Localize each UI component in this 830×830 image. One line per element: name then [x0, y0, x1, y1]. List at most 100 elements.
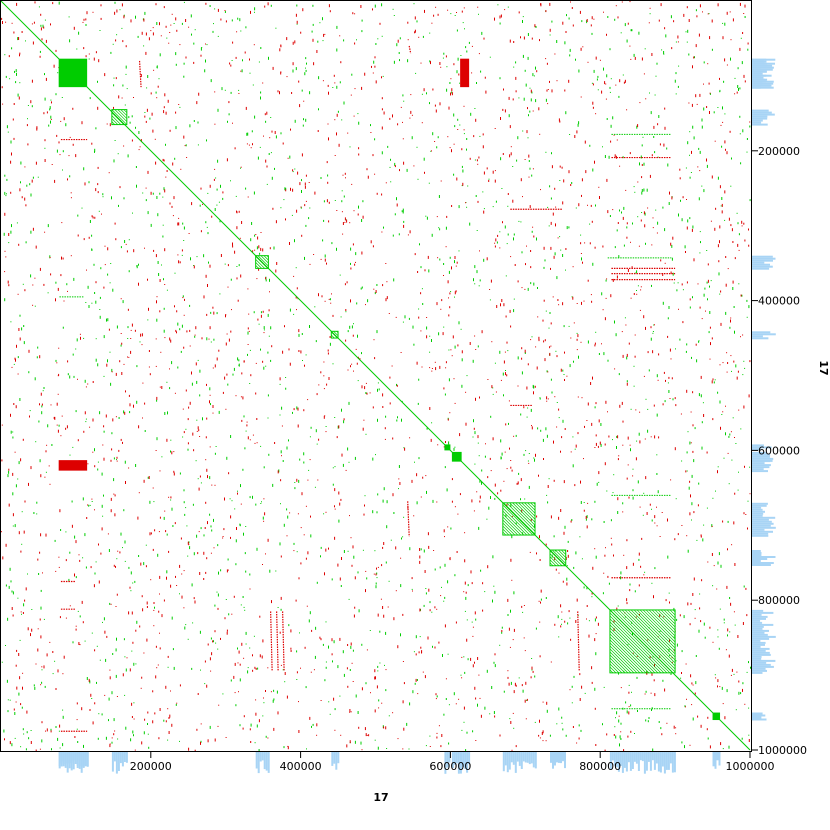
reverse-match-dot	[542, 740, 544, 742]
reverse-match-dot	[34, 277, 36, 279]
forward-match-dot	[356, 302, 358, 305]
forward-match-dot	[730, 185, 732, 187]
forward-match-dot	[694, 609, 696, 611]
reverse-match-dot	[213, 178, 215, 181]
reverse-match-dot	[242, 396, 244, 400]
forward-match-dot	[393, 278, 395, 282]
forward-match-dot	[163, 516, 165, 520]
reverse-match-dot	[262, 639, 264, 643]
reverse-match-dot	[11, 366, 13, 368]
reverse-match-dot	[193, 597, 195, 600]
forward-match-dot	[203, 254, 205, 258]
reverse-match-dot	[734, 257, 736, 260]
reverse-match-dot	[44, 231, 46, 233]
forward-match-dot	[183, 501, 185, 504]
forward-match-dot	[207, 232, 209, 235]
reverse-match-dot	[502, 108, 504, 111]
reverse-match-dot	[230, 330, 232, 333]
reverse-match-dot	[477, 163, 479, 165]
reverse-match-dot	[75, 154, 77, 158]
reverse-match-dot	[81, 600, 83, 604]
coverage-bar	[752, 629, 769, 632]
forward-match-dot	[280, 608, 282, 611]
reverse-match-dot	[379, 22, 381, 25]
reverse-match-dot	[209, 400, 210, 404]
reverse-match-dot	[424, 675, 426, 679]
forward-match-dot	[69, 175, 71, 178]
reverse-match-dot	[572, 726, 574, 728]
reverse-match-dot	[366, 649, 368, 651]
reverse-match-dot	[568, 610, 570, 613]
reverse-match-dot	[580, 242, 582, 245]
reverse-match-dot	[433, 14, 435, 17]
reverse-match-dot	[576, 338, 578, 341]
reverse-match-dot	[381, 97, 383, 100]
forward-match-dot	[561, 623, 562, 625]
forward-match-dot	[735, 709, 737, 711]
x-tick-label: 200000	[130, 760, 172, 773]
reverse-match-dot	[500, 117, 501, 120]
reverse-match-dot	[40, 13, 42, 16]
forward-match-dot	[645, 398, 647, 400]
reverse-match-dot	[572, 296, 574, 300]
forward-match-dot	[8, 585, 10, 589]
reverse-match-dot	[613, 554, 614, 557]
reverse-match-dot	[485, 90, 487, 94]
reverse-match-dot	[402, 138, 404, 140]
reverse-match-dot	[16, 686, 18, 690]
forward-match-dot	[567, 622, 569, 625]
reverse-match-dot	[711, 175, 713, 179]
forward-match-dot	[478, 526, 480, 530]
forward-match-dot	[698, 629, 700, 633]
reverse-match-dot	[433, 550, 435, 551]
reverse-match-dot	[131, 716, 133, 718]
forward-match-dot	[414, 461, 415, 463]
forward-match-dot	[682, 289, 684, 291]
reverse-match-dot	[570, 337, 572, 339]
forward-match-dot	[443, 263, 445, 265]
forward-match-dot	[603, 352, 605, 356]
coverage-bar	[752, 60, 765, 63]
reverse-match-dot	[350, 365, 351, 368]
reverse-match-dot	[376, 192, 378, 195]
forward-match-dot	[322, 17, 323, 21]
reverse-match-dot	[355, 261, 356, 263]
forward-match-dot	[242, 596, 244, 598]
reverse-match-dot	[444, 536, 445, 538]
forward-match-dot	[245, 570, 247, 573]
reverse-match-dot	[490, 470, 492, 472]
forward-match-dot	[144, 112, 146, 113]
reverse-match-dot	[387, 606, 389, 608]
reverse-match-dot	[542, 319, 544, 322]
reverse-match-dot	[397, 39, 399, 43]
x-tick-label: 800000	[579, 760, 621, 773]
forward-match-dot	[125, 726, 127, 730]
coverage-bar	[125, 752, 128, 763]
reverse-match-dot	[318, 438, 320, 441]
reverse-match-dot	[266, 165, 268, 168]
reverse-match-dot	[720, 322, 722, 326]
reverse-match-dot	[414, 29, 416, 33]
forward-match-dot	[162, 235, 164, 238]
reverse-match-dot	[730, 319, 731, 323]
forward-match-dot	[749, 199, 751, 202]
reverse-match-dot	[235, 395, 237, 397]
forward-match-dot	[158, 273, 160, 276]
reverse-match-dot	[532, 168, 534, 170]
forward-match-dot	[262, 715, 264, 717]
coverage-bar	[512, 752, 515, 765]
forward-hatch-line	[260, 255, 269, 264]
forward-match-dot	[222, 693, 224, 695]
forward-match-dot	[249, 573, 251, 576]
reverse-match-dot	[581, 301, 582, 305]
forward-match-dot	[667, 317, 669, 320]
forward-match-dot	[44, 147, 46, 149]
coverage-bar	[611, 752, 614, 761]
reverse-match-dot	[309, 459, 311, 461]
reverse-match-dot	[427, 255, 429, 259]
reverse-match-dot	[701, 318, 703, 320]
forward-hatch-line	[333, 331, 339, 337]
forward-match-dot	[470, 112, 472, 116]
reverse-match-dot	[175, 111, 177, 114]
forward-match-dot	[608, 582, 610, 585]
